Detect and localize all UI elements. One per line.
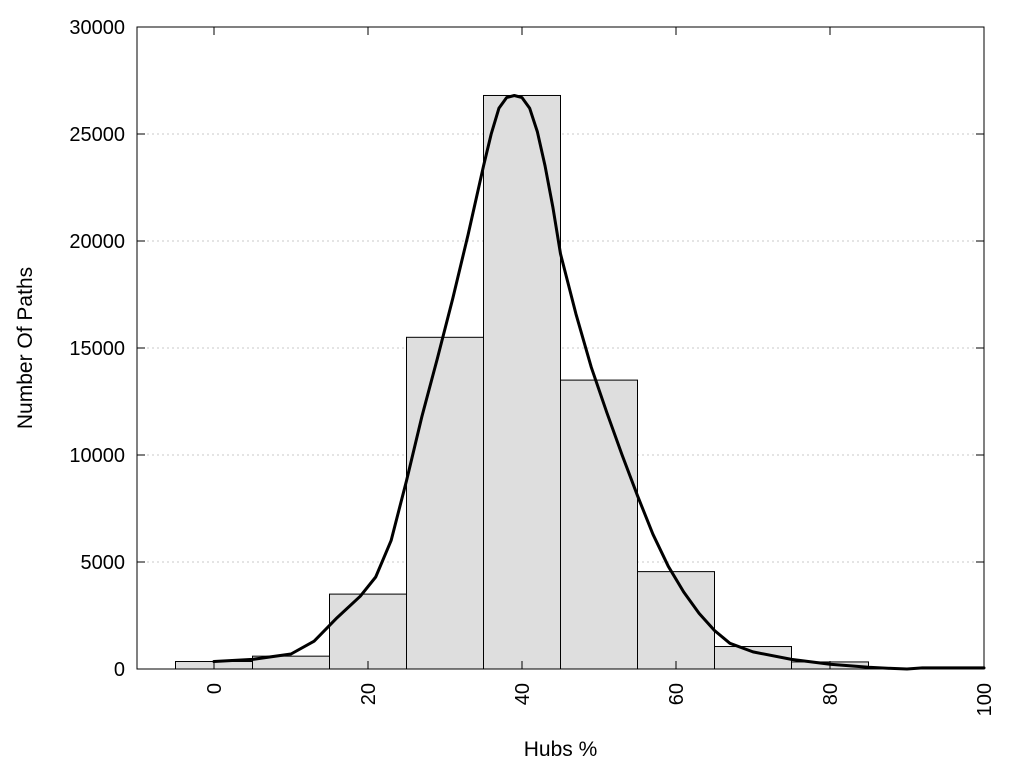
y-tick-label-15000: 15000 (69, 338, 125, 360)
y-tick-labels: 0 5000 10000 15000 20000 25000 30000 (69, 17, 125, 681)
density-curve-layer (212, 94, 986, 671)
x-tick-labels: 0 20 40 60 80 100 (204, 683, 996, 716)
axis-ticks (137, 26, 985, 670)
x-tick-label-0: 0 (204, 683, 226, 694)
y-tick-label-10000: 10000 (69, 445, 125, 467)
y-tick-label-5000: 5000 (81, 552, 126, 574)
y-tick-label-25000: 25000 (69, 124, 125, 146)
bar-5 (560, 379, 638, 670)
x-tick-label-60: 60 (666, 683, 688, 705)
density-curve (212, 94, 986, 671)
x-axis-label: Hubs % (524, 738, 598, 761)
y-tick-label-30000: 30000 (69, 17, 125, 39)
x-tick-label-20: 20 (358, 683, 380, 705)
bar-2 (329, 593, 407, 670)
y-axis-label: Number Of Paths (14, 267, 37, 429)
y-tick-label-0: 0 (114, 659, 125, 681)
bar-6 (637, 571, 715, 670)
y-tick-label-20000: 20000 (69, 231, 125, 253)
x-tick-label-80: 80 (820, 683, 842, 705)
x-tick-label-100: 100 (974, 683, 996, 716)
x-tick-label-40: 40 (512, 683, 534, 705)
grid-lines (137, 133, 984, 563)
bar-4 (483, 94, 561, 670)
bar-3 (406, 336, 484, 670)
histogram-bars (175, 94, 869, 670)
